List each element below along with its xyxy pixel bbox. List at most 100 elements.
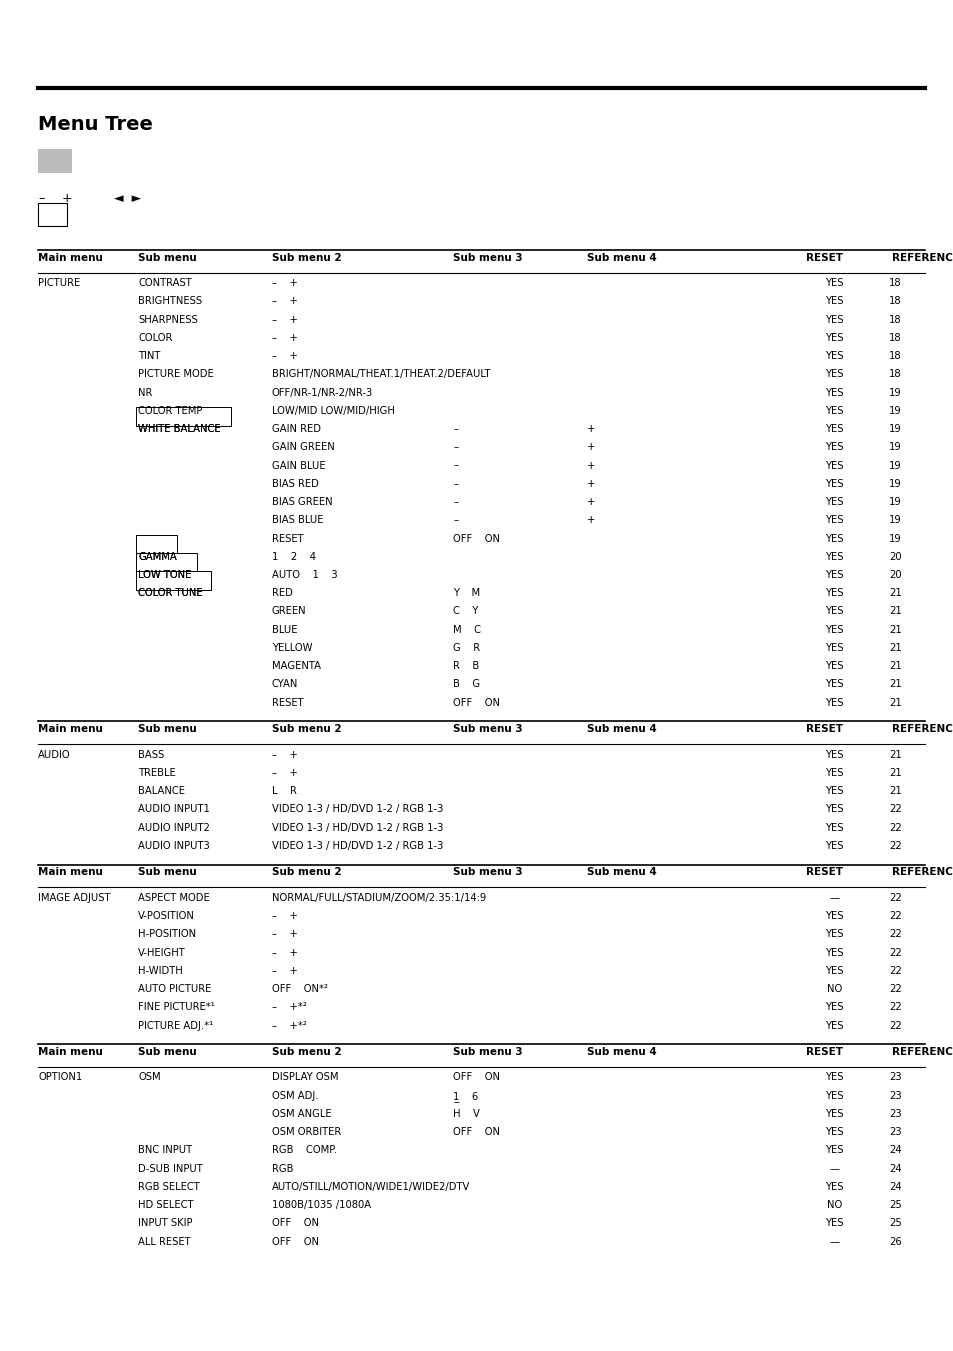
Text: YES: YES: [824, 607, 843, 616]
Text: 20: 20: [888, 551, 901, 562]
Text: 19: 19: [888, 424, 901, 434]
Text: B    G: B G: [453, 680, 479, 689]
Text: OFF    ON: OFF ON: [272, 1219, 318, 1228]
Text: –    +: – +: [272, 929, 297, 939]
Text: OSM ANGLE: OSM ANGLE: [272, 1109, 331, 1119]
Text: –    +*²: – +*²: [272, 1002, 307, 1012]
Text: YES: YES: [824, 1146, 843, 1155]
Text: AUTO    1    3: AUTO 1 3: [272, 570, 337, 580]
Text: Sub menu: Sub menu: [138, 253, 197, 262]
Text: GAMMA: GAMMA: [138, 551, 177, 562]
Text: YES: YES: [824, 840, 843, 851]
Text: HD SELECT: HD SELECT: [138, 1200, 193, 1210]
Text: YES: YES: [824, 315, 843, 324]
Text: M    C: M C: [453, 624, 480, 635]
Text: YES: YES: [824, 643, 843, 653]
Text: 25: 25: [888, 1200, 901, 1210]
Text: 19: 19: [888, 478, 901, 489]
Text: –: –: [453, 497, 457, 507]
Text: –: –: [453, 461, 457, 470]
Text: 18: 18: [888, 351, 901, 361]
Text: MAGENTA: MAGENTA: [272, 661, 320, 671]
Text: 22: 22: [888, 1020, 901, 1031]
Text: Sub menu 3: Sub menu 3: [453, 1047, 522, 1056]
Text: Sub menu 4: Sub menu 4: [586, 253, 656, 262]
Text: 1̲    6: 1̲ 6: [453, 1090, 477, 1101]
Text: Sub menu 2: Sub menu 2: [272, 253, 341, 262]
Text: +: +: [586, 424, 595, 434]
Text: SHARPNESS: SHARPNESS: [138, 315, 198, 324]
FancyBboxPatch shape: [136, 535, 177, 554]
Text: R    B: R B: [453, 661, 479, 671]
Text: RED: RED: [272, 588, 293, 598]
Text: V-HEIGHT: V-HEIGHT: [138, 947, 186, 958]
Text: Sub menu 4: Sub menu 4: [586, 867, 656, 877]
Text: OFF    ON: OFF ON: [453, 1073, 499, 1082]
Text: –    +: – +: [272, 767, 297, 778]
Text: Sub menu 4: Sub menu 4: [586, 1047, 656, 1056]
Text: YES: YES: [824, 823, 843, 832]
Text: +: +: [586, 515, 595, 526]
Text: –: –: [453, 515, 457, 526]
Text: OFF    ON: OFF ON: [453, 534, 499, 543]
Text: 19: 19: [888, 534, 901, 543]
Text: YES: YES: [824, 786, 843, 796]
Text: 1080B/1035 /1080A: 1080B/1035 /1080A: [272, 1200, 371, 1210]
Text: –    +: – +: [272, 332, 297, 343]
Text: YES: YES: [824, 515, 843, 526]
Text: Main menu: Main menu: [38, 1047, 103, 1056]
FancyBboxPatch shape: [136, 407, 231, 426]
Text: BIAS BLUE: BIAS BLUE: [272, 515, 323, 526]
Text: +: +: [586, 442, 595, 453]
Text: OSM ADJ.: OSM ADJ.: [272, 1090, 318, 1101]
Text: –: –: [453, 442, 457, 453]
Text: RGB    COMP.: RGB COMP.: [272, 1146, 336, 1155]
Text: –    +: – +: [272, 351, 297, 361]
Text: YES: YES: [824, 697, 843, 708]
Text: CYAN: CYAN: [272, 680, 298, 689]
Text: —: —: [829, 893, 839, 902]
Text: OFF/NR-1/NR-2/NR-3: OFF/NR-1/NR-2/NR-3: [272, 388, 373, 397]
Text: BRIGHT/NORMAL/THEAT.1/THEAT.2/DEFAULT: BRIGHT/NORMAL/THEAT.1/THEAT.2/DEFAULT: [272, 369, 490, 380]
Text: NO: NO: [826, 1200, 841, 1210]
Text: V-POSITION: V-POSITION: [138, 911, 195, 921]
Text: YES: YES: [824, 1182, 843, 1192]
Text: 24: 24: [888, 1163, 901, 1174]
Text: G    R: G R: [453, 643, 479, 653]
Text: 21: 21: [888, 750, 901, 759]
Text: ASPECT MODE: ASPECT MODE: [138, 893, 210, 902]
Text: YES: YES: [824, 332, 843, 343]
Text: YES: YES: [824, 442, 843, 453]
Text: AUDIO INPUT1: AUDIO INPUT1: [138, 804, 210, 815]
Text: Sub menu: Sub menu: [138, 724, 197, 734]
Text: INPUT SKIP: INPUT SKIP: [138, 1219, 193, 1228]
Text: LOW TONE: LOW TONE: [138, 570, 192, 580]
Text: –    +: – +: [272, 315, 297, 324]
Text: AUDIO INPUT2: AUDIO INPUT2: [138, 823, 210, 832]
Text: YES: YES: [824, 405, 843, 416]
Text: YES: YES: [824, 497, 843, 507]
Text: AUTO/STILL/MOTION/WIDE1/WIDE2/DTV: AUTO/STILL/MOTION/WIDE1/WIDE2/DTV: [272, 1182, 470, 1192]
Text: BIAS GREEN: BIAS GREEN: [272, 497, 333, 507]
Text: –    +: – +: [272, 966, 297, 975]
Text: YES: YES: [824, 588, 843, 598]
Text: RESET: RESET: [805, 724, 842, 734]
Text: COLOR: COLOR: [138, 332, 172, 343]
Text: 25: 25: [888, 1219, 901, 1228]
Text: TREBLE: TREBLE: [138, 767, 176, 778]
Text: C    Y: C Y: [453, 607, 478, 616]
Text: Main menu: Main menu: [38, 867, 103, 877]
Text: –    +*²: – +*²: [272, 1020, 307, 1031]
Text: YES: YES: [824, 1073, 843, 1082]
Text: 22: 22: [888, 911, 901, 921]
Text: FINE PICTURE*¹: FINE PICTURE*¹: [138, 1002, 214, 1012]
Text: —: —: [829, 1163, 839, 1174]
Text: GAIN RED: GAIN RED: [272, 424, 320, 434]
Text: 22: 22: [888, 947, 901, 958]
Text: CONTRAST: CONTRAST: [138, 278, 192, 288]
Text: COLOR TUNE: COLOR TUNE: [138, 588, 203, 598]
Text: 26: 26: [888, 1236, 901, 1247]
Text: Sub menu 3: Sub menu 3: [453, 253, 522, 262]
Text: PICTURE MODE: PICTURE MODE: [138, 369, 213, 380]
Text: YES: YES: [824, 369, 843, 380]
